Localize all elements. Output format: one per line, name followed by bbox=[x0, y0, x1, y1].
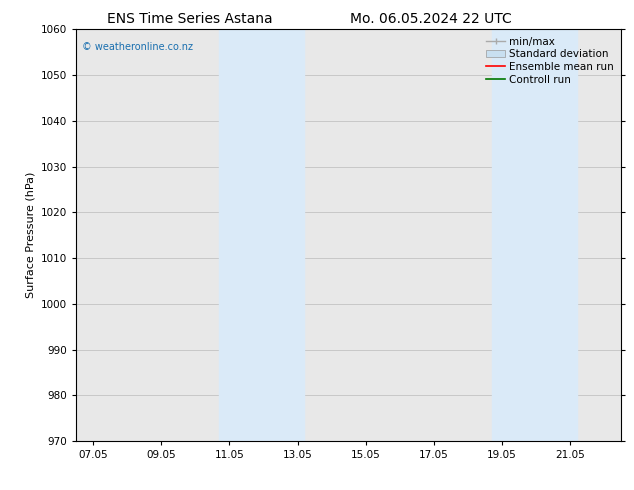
Text: © weatheronline.co.nz: © weatheronline.co.nz bbox=[82, 42, 193, 52]
Legend: min/max, Standard deviation, Ensemble mean run, Controll run: min/max, Standard deviation, Ensemble me… bbox=[484, 35, 616, 87]
Text: ENS Time Series Astana: ENS Time Series Astana bbox=[107, 12, 273, 26]
Y-axis label: Surface Pressure (hPa): Surface Pressure (hPa) bbox=[25, 172, 36, 298]
Text: Mo. 06.05.2024 22 UTC: Mo. 06.05.2024 22 UTC bbox=[350, 12, 512, 26]
Bar bbox=[492, 29, 577, 441]
Bar bbox=[219, 29, 304, 441]
